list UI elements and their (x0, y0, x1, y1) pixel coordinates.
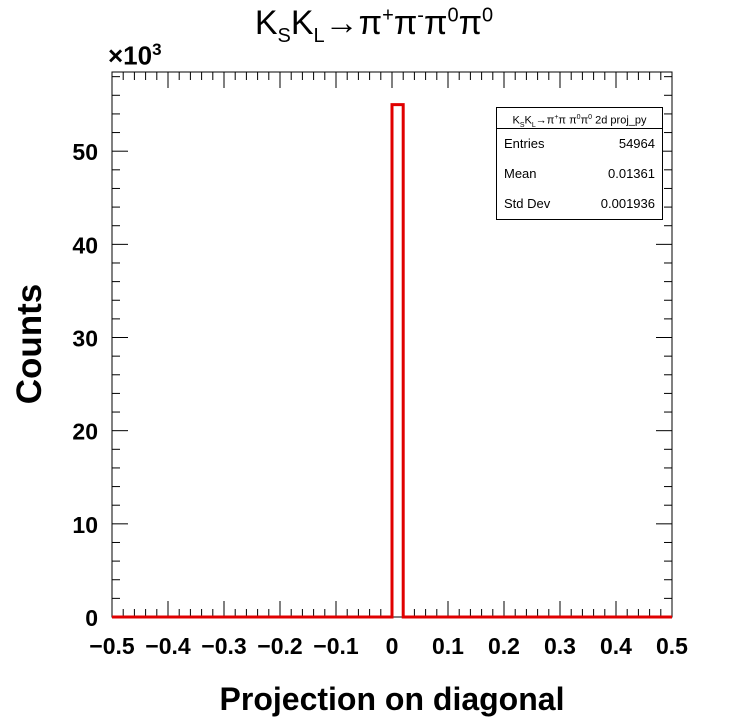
histogram-bar (112, 103, 672, 619)
stats-label: Entries (504, 136, 545, 151)
x-tick-label: 0.1 (432, 633, 464, 659)
y-axis-label: Counts (10, 283, 49, 405)
x-tick-label: −0.3 (201, 633, 246, 659)
stats-row-entries: Entries 54964 (497, 129, 662, 159)
y-tick-label: 10 (72, 512, 98, 538)
x-tick-label: −0.5 (89, 633, 135, 659)
x-tick-label: −0.2 (257, 633, 302, 659)
x-tick-label: −0.4 (145, 633, 191, 659)
stats-row-stddev: Std Dev 0.001936 (497, 189, 662, 219)
y-tick-label: 20 (72, 419, 98, 445)
stats-label: Std Dev (504, 196, 551, 211)
stats-label: Mean (504, 166, 537, 181)
y-tick-label: 40 (72, 232, 98, 258)
stats-row-mean: Mean 0.01361 (497, 159, 662, 189)
stats-value: 0.01361 (608, 166, 655, 181)
y-axis-exponent: ×103 (108, 40, 162, 71)
stats-box: KSKL→π+π π0π0 2d proj_py Entries 54964 Me… (496, 107, 663, 220)
x-tick-label: 0 (386, 633, 399, 659)
x-tick-label: 0.2 (488, 633, 520, 659)
stats-box-header: KSKL→π+π π0π0 2d proj_py (497, 108, 662, 129)
x-tick-label: −0.1 (313, 633, 359, 659)
y-tick-label: 0 (85, 605, 98, 631)
stats-value: 0.001936 (600, 196, 655, 211)
x-tick-label: 0.5 (656, 633, 688, 659)
stats-value: 54964 (618, 136, 655, 151)
chart-title: KSKL→π+π-π0π0 (254, 4, 494, 47)
x-tick-label: 0.3 (544, 633, 576, 659)
y-tick-label: 50 (72, 139, 98, 165)
y-tick-label: 30 (72, 326, 98, 352)
x-axis-label: Projection on diagonal (219, 681, 565, 717)
x-tick-label: 0.4 (600, 633, 632, 659)
